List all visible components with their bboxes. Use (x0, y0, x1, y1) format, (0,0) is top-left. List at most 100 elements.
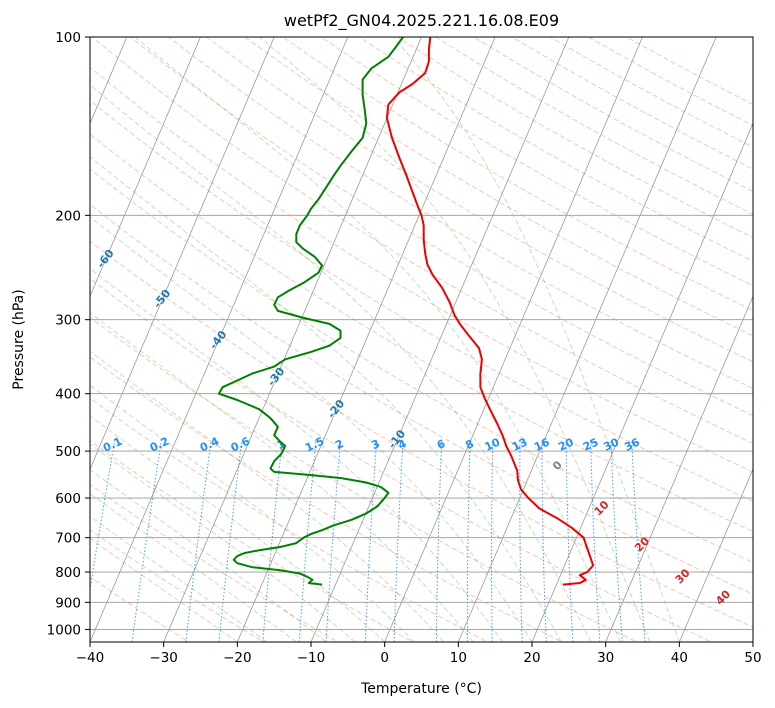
dry-adiabat-line (625, 37, 753, 106)
dry-adiabat-label: 30 (673, 566, 693, 586)
dry-adiabat-line (205, 37, 753, 363)
isotherm-line (531, 122, 753, 642)
x-tick-label: 50 (744, 650, 761, 666)
dry-adiabat-line (90, 168, 753, 563)
x-tick-label: 20 (523, 650, 540, 666)
mixing-ratio-label: 25 (581, 436, 600, 454)
y-tick-label: 900 (55, 595, 81, 611)
mixing-ratio-line (631, 440, 646, 642)
dry-adiabat-line (129, 37, 753, 417)
isotherm-label: -40 (207, 328, 230, 352)
dry-adiabat-line (90, 316, 639, 642)
mixing-ratio-line (393, 440, 404, 642)
gridlines (90, 37, 753, 642)
moist-adiabat-line (134, 37, 621, 642)
dry-adiabat-line (90, 240, 753, 628)
moist-adiabat-line (392, 37, 680, 642)
mixing-ratio-label: 1.5 (303, 435, 326, 455)
dry-adiabat-line (90, 397, 489, 642)
mixing-ratio-label: 13 (510, 436, 529, 454)
isotherm-line (752, 640, 753, 642)
series-lines (217, 37, 595, 586)
mixing-ratio-line (491, 440, 494, 642)
moist-adiabat-line (90, 311, 474, 642)
y-tick-label: 800 (55, 565, 81, 581)
y-tick-label: 600 (55, 491, 81, 507)
mixing-ratio-line (218, 440, 243, 642)
isotherm-line (90, 37, 275, 471)
isotherm-line (163, 37, 422, 642)
mixing-ratio-label: 4 (396, 437, 409, 452)
mixing-ratio-label: 16 (532, 435, 552, 453)
isotherm-line (236, 37, 496, 642)
dry-adiabat-line (472, 37, 753, 192)
isotherm-label: -20 (325, 397, 348, 421)
isotherm-line (384, 37, 643, 642)
plot-frame (89, 36, 754, 643)
dry-adiabat-label: 40 (713, 587, 733, 607)
dry-adiabat-line (90, 66, 753, 473)
mixing-ratio-label: 10 (483, 435, 503, 453)
dry-adiabat-label: 10 (592, 498, 612, 518)
mixing-ratio-label: 0.2 (148, 435, 171, 455)
mixing-ratio-label: 36 (622, 435, 642, 453)
isotherm-line (90, 37, 201, 298)
moist-adiabat-line (90, 350, 444, 642)
mixing-ratio-line (325, 440, 342, 642)
moist-adiabat-line (90, 415, 386, 642)
x-tick-label: 30 (597, 650, 614, 666)
dry-adiabat-line (91, 37, 753, 445)
mixing-ratio-label: 3 (369, 437, 381, 452)
x-tick-label: 10 (450, 650, 467, 666)
isotherm-line (90, 37, 349, 642)
y-tick-label: 700 (55, 531, 81, 547)
isotherm-label: -50 (151, 287, 174, 311)
x-tick-label: −40 (76, 650, 105, 666)
moist-adiabat-line (90, 267, 503, 642)
y-tick-label: 400 (55, 387, 81, 403)
x-tick-label: 0 (380, 650, 389, 666)
mixing-ratio-label: 20 (556, 435, 576, 453)
chart-title: wetPf2_GN04.2025.221.16.08.E09 (284, 11, 559, 31)
mixing-ratio-line (435, 440, 443, 642)
dry-adiabat-line (282, 37, 753, 312)
mixing-ratio-line (185, 440, 212, 642)
dry-adiabat-line (511, 37, 753, 170)
x-tick-label: −10 (297, 650, 326, 666)
y-tick-label: 100 (55, 30, 81, 46)
x-axis-label: Temperature (°C) (360, 681, 482, 697)
mixing-ratio-label: 0.6 (229, 434, 252, 454)
mixing-ratio-label: 0.4 (198, 434, 221, 454)
mixing-ratio-line (262, 440, 283, 642)
isotherm-line (605, 295, 753, 642)
dry-adiabat-line (90, 278, 713, 642)
moist-adiabat-line (90, 537, 238, 642)
dry-adiabat-line (90, 99, 753, 502)
y-tick-label: 1000 (47, 622, 81, 638)
mixing-ratio-label: 0.1 (101, 435, 124, 455)
mixing-ratio-label: 2 (333, 437, 345, 452)
dry-adiabat-line (244, 37, 753, 337)
moist-adiabat-line (90, 216, 533, 642)
dry-adiabat-line (434, 37, 753, 215)
mixing-ratio-line (519, 440, 523, 642)
dry-adiabat-line (167, 37, 753, 389)
moist-adiabat-line (90, 515, 268, 642)
mixing-ratio-line (364, 440, 378, 642)
isotherm-line (678, 468, 753, 642)
mixing-ratio-label: 8 (463, 437, 475, 452)
mixing-ratio-line (565, 440, 574, 642)
moist-adiabat-line (90, 155, 562, 642)
dry-adiabat-line (90, 203, 753, 595)
x-tick-label: −30 (149, 650, 178, 666)
isotherm-label: -80 (0, 145, 13, 169)
mixing-ratio-line (131, 440, 162, 642)
isotherm-line (310, 37, 570, 642)
mixing-ratio-line (466, 440, 471, 642)
mixing-ratio-line (541, 440, 547, 642)
x-tick-label: 40 (671, 650, 688, 666)
isotherm-label: -60 (94, 247, 117, 271)
temperature-line (385, 37, 595, 586)
dry-adiabat-line (90, 529, 265, 642)
